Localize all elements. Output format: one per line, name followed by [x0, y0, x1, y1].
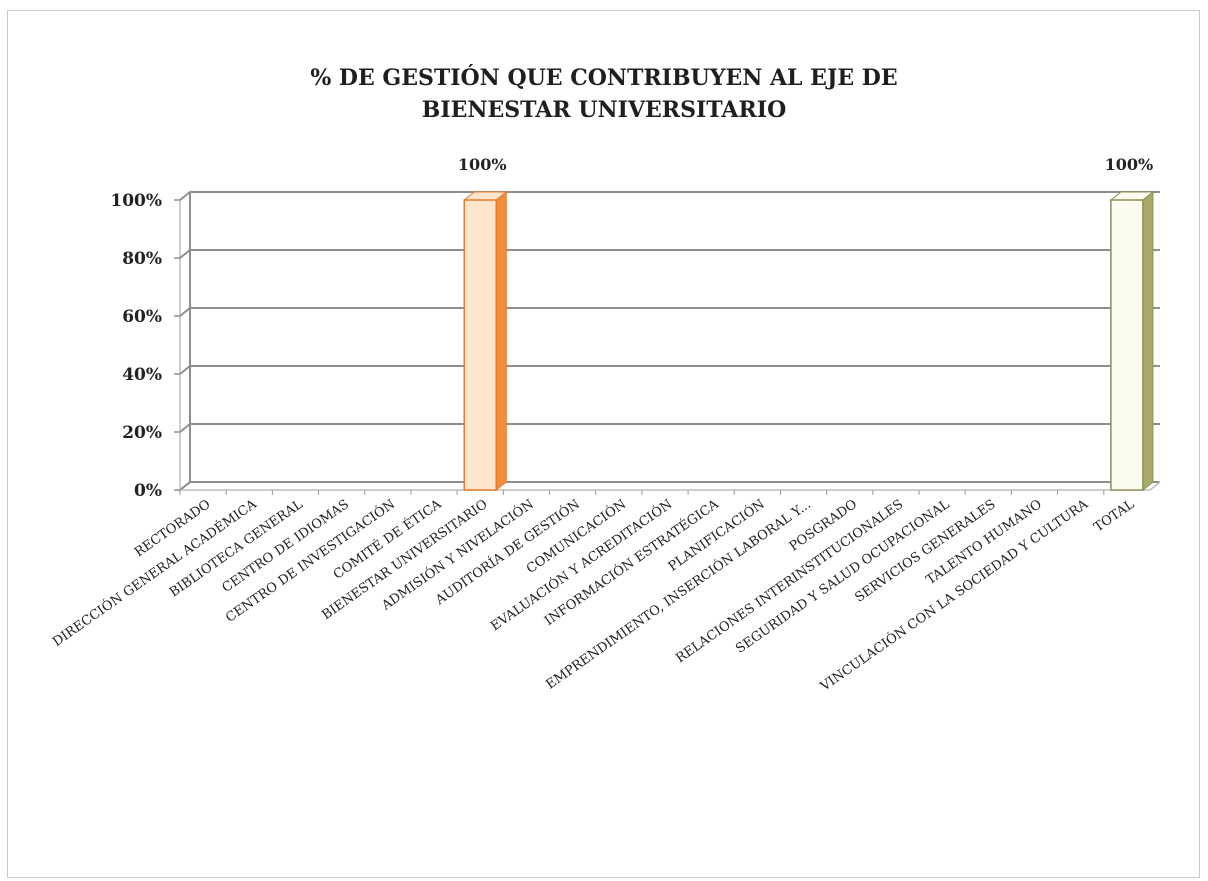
bar-side-face: [1142, 190, 1154, 492]
gridline: [179, 481, 1160, 491]
floor-right-edge: [1149, 481, 1161, 491]
chart-title-line-2: BIENESTAR UNIVERSITARIO: [421, 97, 787, 123]
data-label: 100%: [458, 155, 507, 174]
bar: [462, 190, 508, 492]
gridline: [179, 307, 1160, 317]
bar-front-face: [463, 199, 497, 491]
y-tick-label: 0%: [134, 481, 162, 501]
x-category-label: DIRECCIÓN GENERAL ACADÉMICA: [49, 495, 260, 650]
chart-frame: [7, 10, 1200, 878]
x-category-label: TOTAL: [1091, 497, 1137, 535]
chart-title-line-1: % DE GESTIÓN QUE CONTRIBUYEN AL EJE DE: [310, 65, 898, 91]
y-tick-label: 60%: [122, 307, 162, 327]
bar-front-face: [1110, 199, 1144, 491]
y-tick-label: 40%: [122, 365, 162, 385]
bar: [1109, 190, 1155, 492]
gridline: [179, 249, 1160, 259]
y-tick-label: 100%: [110, 191, 162, 211]
chart-title: % DE GESTIÓN QUE CONTRIBUYEN AL EJE DE B…: [0, 62, 1208, 126]
y-tick-label: 80%: [122, 249, 162, 269]
bar-side-face: [495, 190, 507, 492]
gridline: [179, 423, 1160, 433]
gridline: [179, 191, 1160, 201]
data-label: 100%: [1105, 155, 1154, 174]
gridline: [179, 365, 1160, 375]
y-tick-label: 20%: [122, 423, 162, 443]
